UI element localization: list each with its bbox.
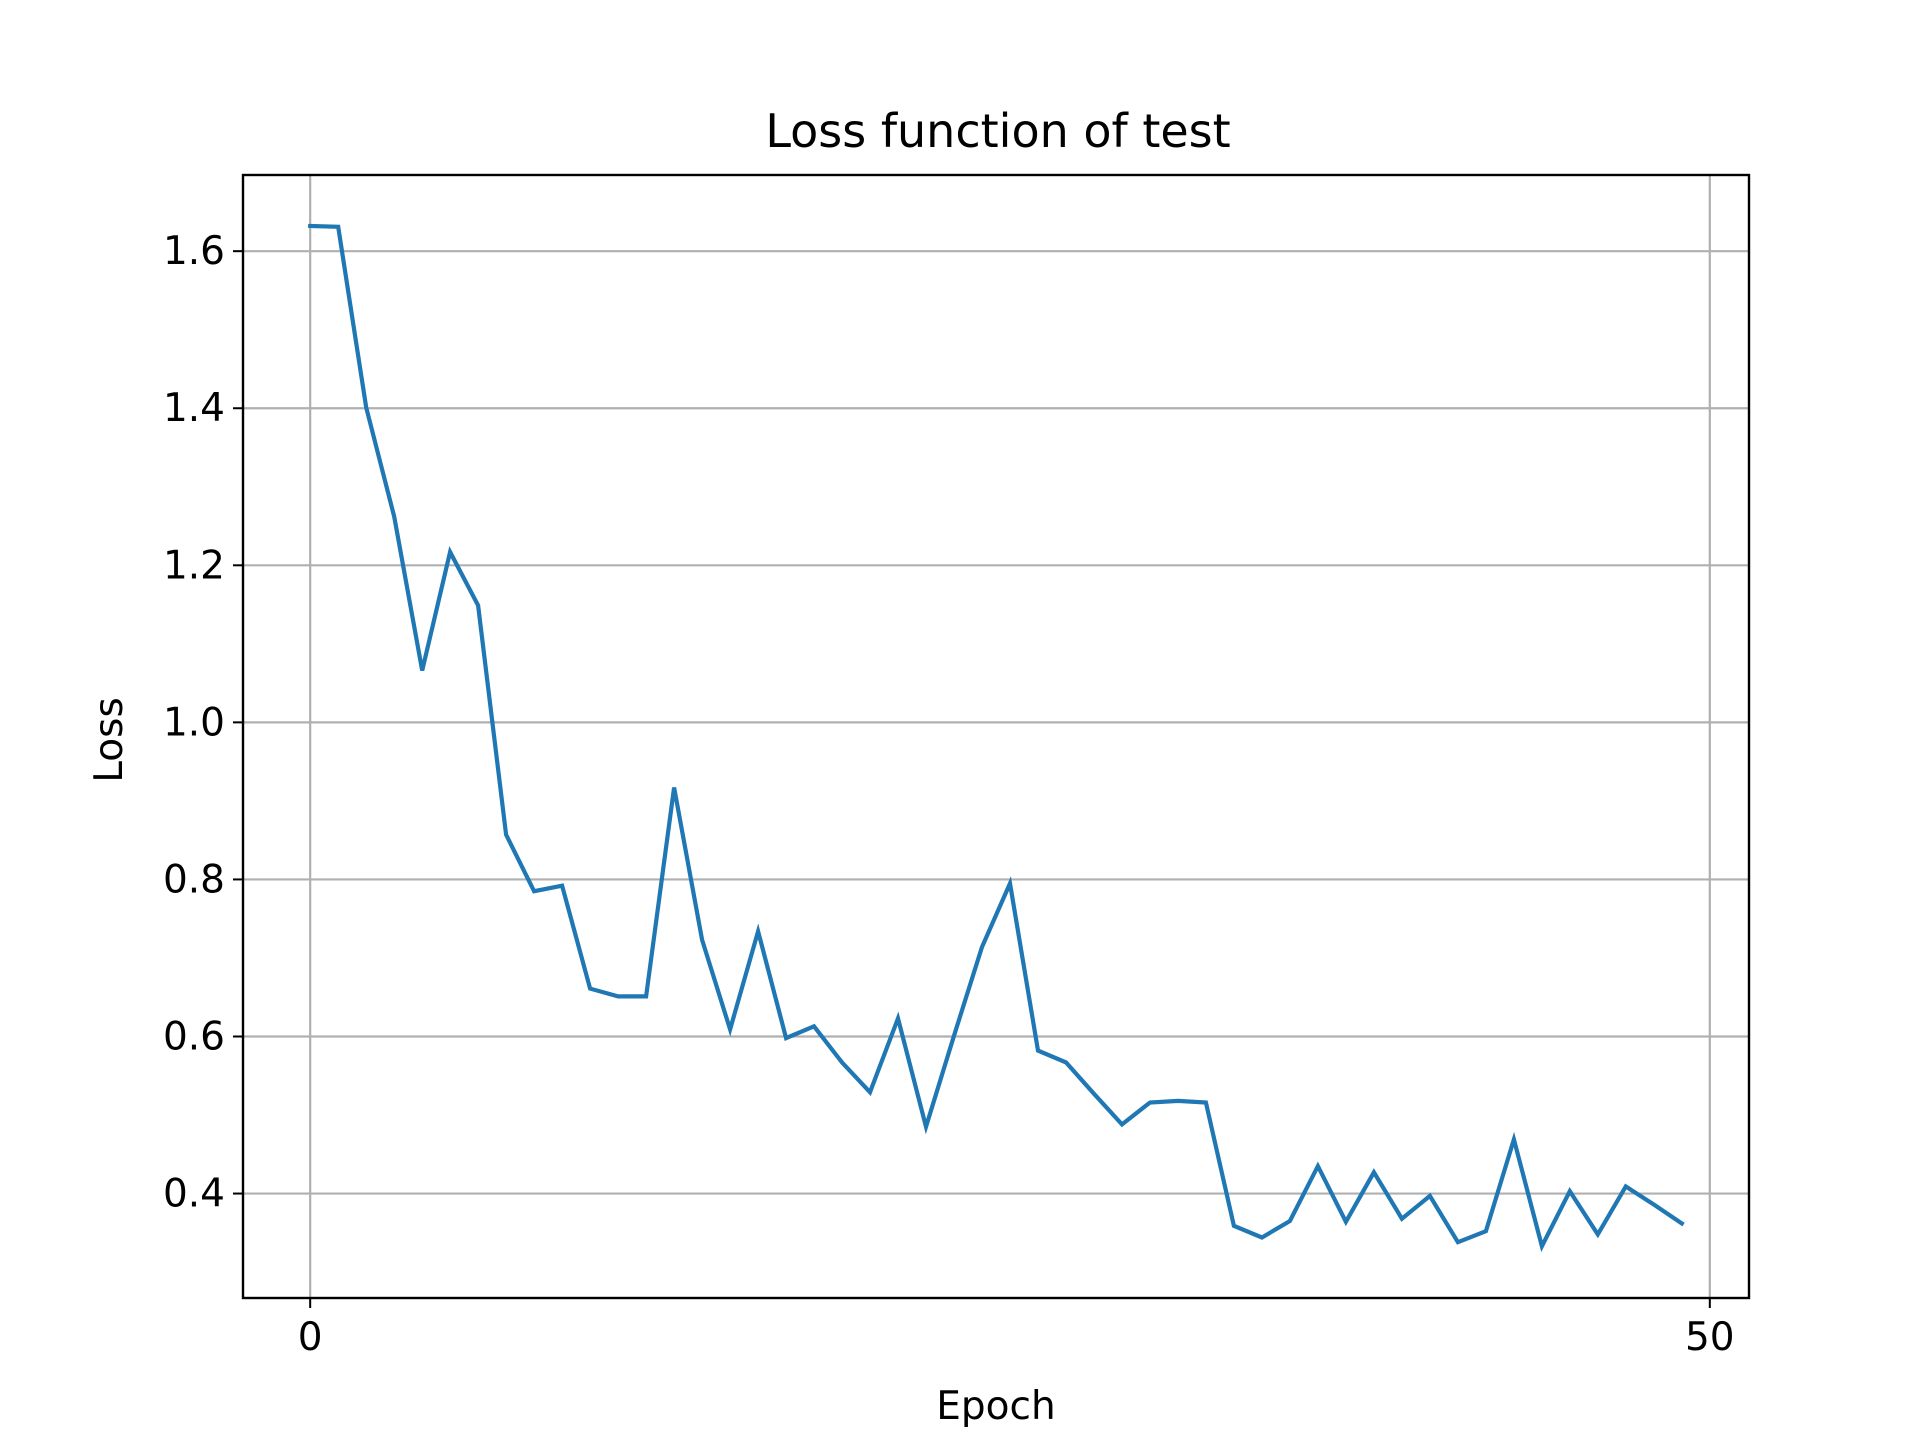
- x-tick-label: 0: [298, 1315, 323, 1360]
- series-layer: [308, 223, 1685, 1253]
- y-tick-label: 1.4: [163, 386, 225, 431]
- y-tick-label: 1.6: [163, 229, 225, 274]
- y-tick-label: 0.8: [163, 857, 225, 902]
- x-axis-label: Epoch: [936, 1384, 1055, 1429]
- y-tick-label: 1.0: [163, 700, 225, 745]
- chart-title: Loss function of test: [765, 104, 1230, 158]
- x-tick-label: 50: [1685, 1315, 1735, 1360]
- y-tick-label: 0.6: [163, 1014, 225, 1059]
- y-tick-label: 0.4: [163, 1172, 225, 1217]
- plot-frame: [241, 173, 1751, 1300]
- y-axis-label: Loss: [87, 697, 132, 783]
- ticks: 0.4 0.6 0.8 1.0 1.2 1.4 1.6 0 50: [163, 229, 1735, 1360]
- y-tick-label: 1.2: [163, 543, 225, 588]
- loss-series-line: [308, 223, 1685, 1253]
